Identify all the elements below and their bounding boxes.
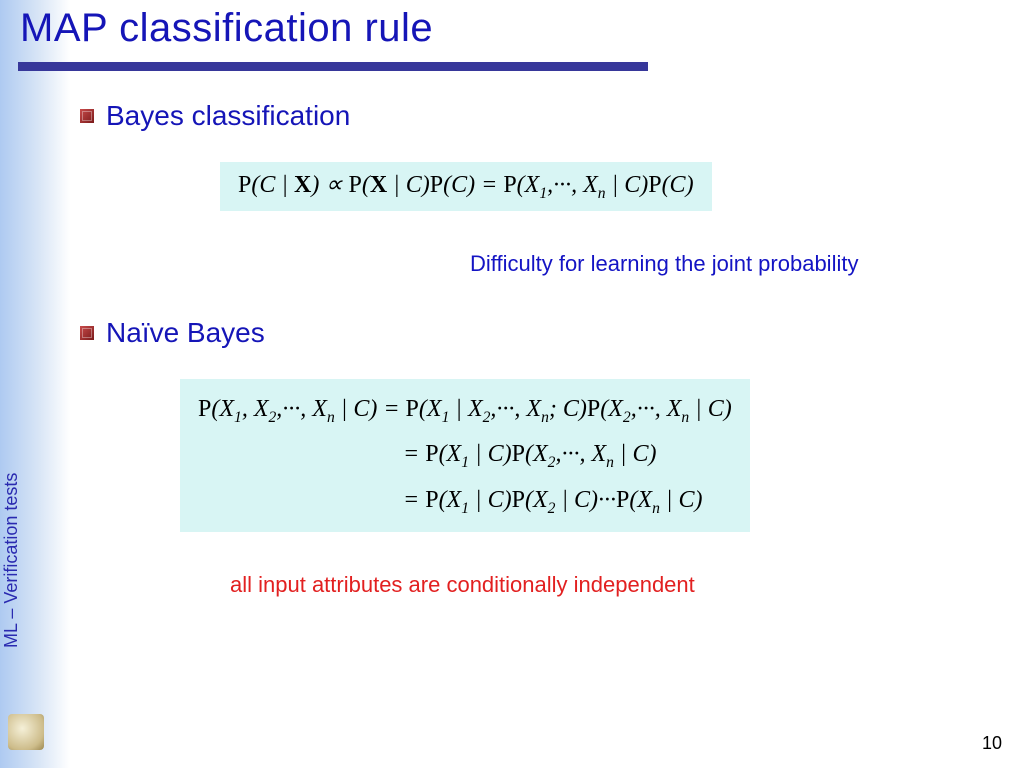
bullet-bayes-classification: Bayes classification <box>80 100 994 132</box>
bullet-text: Bayes classification <box>106 100 350 132</box>
note-difficulty: Difficulty for learning the joint probab… <box>470 251 994 277</box>
formula-naive-line1: P(X1, X2,···, Xn | C) = P(X1 | X2,···, X… <box>198 387 732 433</box>
sidebar-label: ML – Verification tests <box>1 473 22 648</box>
formula-bayes-wrap: P(C | X) ∝ P(X | C)P(C) = P(X1,···, Xn |… <box>220 162 994 211</box>
formula-naive-line2: = P(X1 | C)P(X2,···, Xn | C) <box>198 432 732 478</box>
slide-title: MAP classification rule <box>20 6 433 51</box>
formula-naive-wrap: P(X1, X2,···, Xn | C) = P(X1 | X2,···, X… <box>180 379 994 532</box>
bullet-text: Naïve Bayes <box>106 317 265 349</box>
bullet-naive-bayes: Naïve Bayes <box>80 317 994 349</box>
bullet-square-icon <box>80 326 94 340</box>
content-area: Bayes classification P(C | X) ∝ P(X | C)… <box>80 100 994 598</box>
formula-naive: P(X1, X2,···, Xn | C) = P(X1 | X2,···, X… <box>180 379 750 532</box>
sidebar-decorative-icon <box>8 714 44 750</box>
bullet-square-icon <box>80 109 94 123</box>
formula-bayes: P(C | X) ∝ P(X | C)P(C) = P(X1,···, Xn |… <box>220 162 712 211</box>
formula-naive-line3: = P(X1 | C)P(X2 | C)···P(Xn | C) <box>198 478 732 524</box>
page-number: 10 <box>982 733 1002 754</box>
note-independent: all input attributes are conditionally i… <box>230 572 994 598</box>
sidebar-gradient <box>0 0 70 768</box>
title-underline <box>18 62 648 71</box>
